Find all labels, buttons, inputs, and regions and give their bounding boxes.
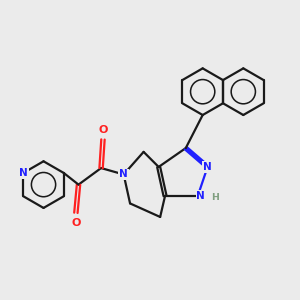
Text: N: N — [19, 168, 28, 178]
Text: N: N — [203, 162, 212, 172]
Text: H: H — [211, 193, 219, 202]
Text: O: O — [71, 218, 81, 228]
Text: N: N — [196, 191, 205, 201]
Text: O: O — [98, 124, 108, 135]
Text: N: N — [119, 169, 128, 179]
